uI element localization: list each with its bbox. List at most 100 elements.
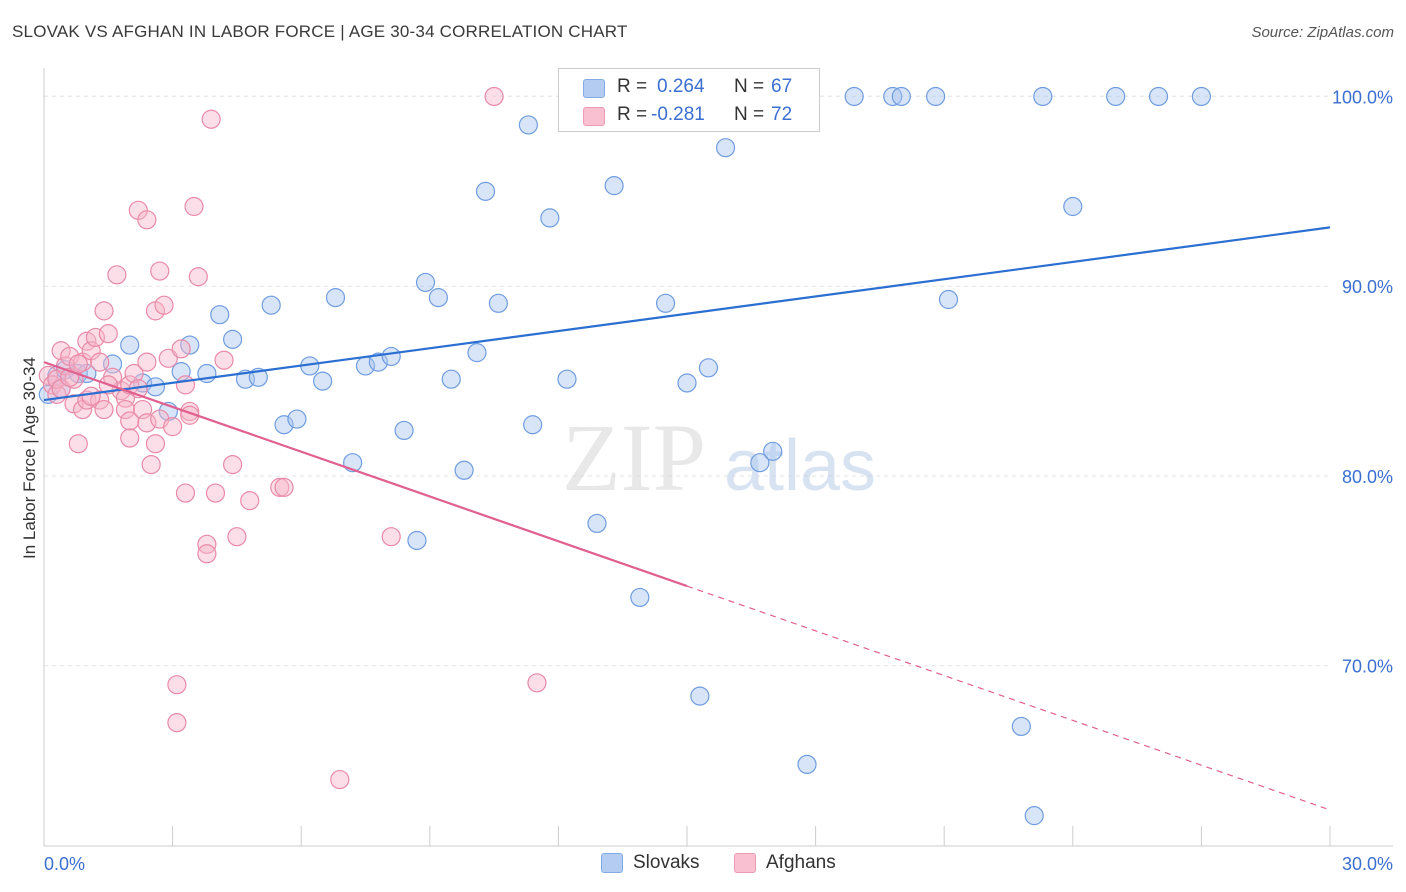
slovak-point: [891, 86, 911, 107]
stat-row-afghans: R = -0.281 N = 72: [559, 102, 819, 130]
slovak-point: [210, 305, 230, 325]
afghan-point: [81, 386, 101, 406]
slovak-point: [750, 453, 770, 473]
afghan-point: [171, 339, 191, 359]
afghans-legend-swatch: [734, 853, 756, 873]
source-credit: Source: ZipAtlas.com: [1251, 24, 1394, 41]
afghan-point: [85, 327, 106, 348]
slovak-point: [407, 530, 427, 551]
slovak-point: [518, 115, 538, 135]
slovak-point: [394, 420, 414, 441]
afghan-point: [150, 261, 170, 281]
afghan-point: [163, 417, 183, 437]
slovak-point: [428, 288, 448, 308]
slovak-point: [797, 754, 817, 775]
slovak-point: [261, 295, 281, 315]
afghan-point: [274, 477, 294, 497]
afghan-point: [205, 483, 226, 503]
slovak-point: [1191, 86, 1212, 107]
slovak-point: [715, 138, 736, 158]
stat-row-slovaks: R = 0.264 N = 67: [559, 74, 819, 102]
slovak-point: [557, 369, 577, 389]
slovak-point: [488, 293, 508, 313]
afghan-point: [197, 544, 217, 564]
afghan-point: [175, 483, 196, 503]
slovak-point: [475, 181, 496, 201]
afghan-point: [184, 196, 204, 217]
afghan-point: [94, 399, 114, 420]
y-tick-label: 90.0%: [1342, 277, 1393, 297]
slovak-point: [1033, 86, 1053, 107]
slovak-point: [630, 587, 650, 608]
correlation-stats-box: R = 0.264 N = 67 R = -0.281 N = 72: [558, 68, 820, 132]
afghan-point: [188, 267, 208, 287]
afghan-point: [527, 673, 547, 693]
slovak-point: [844, 86, 864, 107]
y-tick-label: 80.0%: [1342, 467, 1393, 487]
slovak-point: [441, 369, 461, 389]
afghan-point: [98, 324, 118, 344]
slovak-point: [1063, 196, 1083, 217]
afghan-point: [158, 348, 178, 368]
slovak-point: [587, 513, 607, 534]
n-label: N =: [734, 76, 765, 97]
afghan-point: [115, 399, 136, 420]
afghan-point: [124, 363, 144, 384]
chart-title: SLOVAK VS AFGHAN IN LABOR FORCE | AGE 30…: [12, 22, 628, 41]
watermark: ZIP atlas: [562, 404, 876, 511]
afghan-point: [94, 301, 114, 321]
afghan-point: [227, 527, 247, 547]
afghan-trend-extension: [686, 585, 1331, 811]
slovak-point: [381, 346, 401, 367]
afghan-point: [214, 350, 234, 370]
afghan-point: [201, 109, 221, 129]
slovak-point: [287, 409, 307, 429]
slovak-point: [540, 208, 560, 228]
slovak-point: [1106, 86, 1126, 107]
slovak-point: [523, 415, 543, 435]
afghan-point: [68, 434, 88, 454]
afghan-point: [270, 477, 290, 497]
r-value: 0.264: [657, 76, 705, 97]
legend-label: Slovaks: [633, 852, 700, 873]
legend: Slovaks Afghans: [0, 852, 1406, 878]
axis-layer: [43, 68, 1393, 847]
slovaks-swatch: [583, 79, 605, 98]
afghan-trend-line: [43, 361, 688, 588]
n-value: 67: [771, 76, 793, 97]
afghan-point: [120, 411, 140, 431]
n-label: N =: [734, 104, 765, 125]
afghan-point: [223, 454, 243, 475]
afghan-point: [484, 86, 504, 107]
y-tick-label: 100.0%: [1332, 87, 1393, 107]
slovak-point: [1024, 806, 1044, 826]
afghan-point: [175, 375, 196, 395]
afghan-point: [167, 713, 187, 733]
watermark-zip: ZIP: [562, 404, 706, 511]
afghans-swatch: [583, 107, 605, 126]
afghan-point: [240, 491, 260, 511]
tick-labels: 70.0% 80.0% 90.0% 100.0% 0.0% 30.0%: [44, 87, 1393, 874]
x-tick-label: 30.0%: [1342, 854, 1393, 874]
y-tick-label: 70.0%: [1342, 657, 1393, 677]
afghan-point: [107, 265, 127, 285]
slovak-point: [325, 288, 346, 308]
afghan-point: [137, 210, 157, 230]
slovak-point: [698, 358, 719, 378]
afghan-point: [145, 434, 166, 454]
afghan-point: [381, 527, 401, 547]
watermark-atlas: atlas: [724, 426, 876, 506]
afghan-point: [330, 769, 350, 790]
slovak-point: [120, 335, 140, 355]
slovak-point: [223, 329, 243, 349]
legend-label: Afghans: [766, 852, 836, 873]
slovak-point: [467, 343, 487, 363]
slovak-point: [938, 289, 959, 310]
slovak-point: [604, 176, 624, 196]
n-value: 72: [771, 104, 793, 125]
afghan-point: [90, 352, 110, 372]
slovak-point: [1011, 716, 1031, 737]
slovak-point: [926, 86, 946, 107]
afghan-point: [120, 428, 140, 448]
